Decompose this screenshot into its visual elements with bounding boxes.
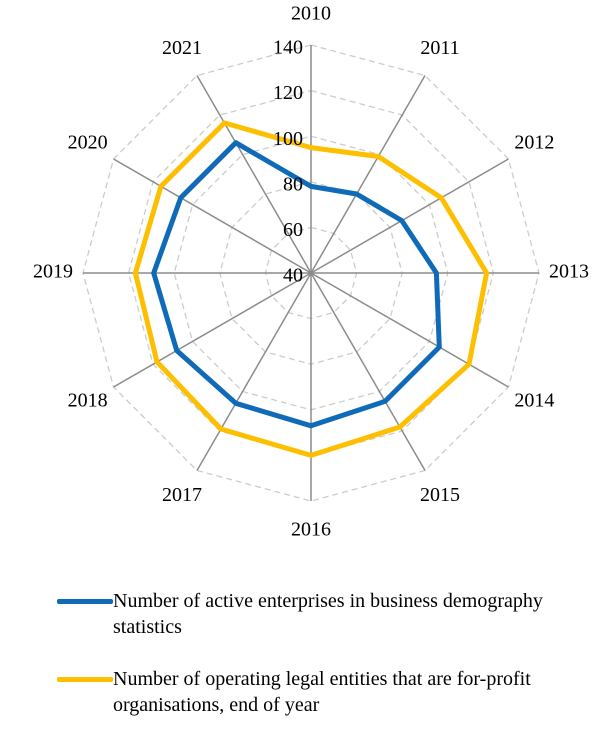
legend-swatch	[57, 677, 113, 682]
legend-item: Number of operating legal entities that …	[57, 666, 577, 718]
category-label: 2017	[162, 484, 202, 506]
category-label: 2013	[549, 261, 589, 283]
category-label: 2021	[162, 37, 202, 59]
category-label: 2019	[33, 261, 73, 283]
r-tick-label: 140	[273, 37, 303, 59]
r-tick-label: 60	[283, 219, 303, 241]
chart: 2010 2011 2012 2013 2014 2015 2016 2017 2018 2019…	[33, 3, 589, 541]
spoke	[310, 75, 426, 274]
category-label: 2018	[68, 390, 108, 412]
category-label: 2010	[291, 3, 331, 25]
legend-swatch	[57, 599, 113, 604]
series-line	[132, 120, 490, 458]
legend-item: Number of active enterprises in business…	[57, 588, 577, 640]
spoke	[196, 75, 312, 274]
spoke	[196, 272, 312, 471]
legend: Number of active enterprises in business…	[57, 588, 577, 744]
spoke	[310, 158, 509, 274]
spoke	[310, 272, 509, 388]
r-tick-label: 40	[283, 265, 303, 287]
category-label: 2012	[514, 132, 554, 154]
category-label: 2016	[291, 519, 331, 541]
r-tick-label: 80	[283, 173, 303, 195]
spoke	[310, 272, 426, 471]
category-label: 2011	[420, 37, 459, 59]
spoke	[113, 272, 312, 388]
spoke	[113, 158, 312, 274]
category-label: 2015	[420, 484, 460, 506]
legend-label: Number of operating legal entities that …	[113, 668, 531, 716]
category-label: 2014	[514, 390, 554, 412]
category-label: 2020	[68, 132, 108, 154]
legend-label: Number of active enterprises in business…	[113, 590, 543, 638]
r-tick-label: 100	[273, 128, 303, 150]
series-line	[151, 140, 442, 429]
r-tick-label: 120	[273, 82, 303, 104]
